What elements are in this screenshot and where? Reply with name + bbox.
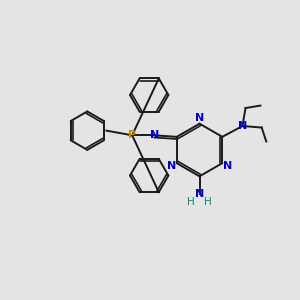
Text: P: P: [128, 130, 136, 140]
Text: N: N: [238, 121, 247, 131]
Text: N: N: [150, 130, 159, 140]
Text: H: H: [204, 197, 212, 207]
Text: N: N: [167, 160, 176, 171]
Text: N: N: [195, 113, 204, 123]
Text: H: H: [187, 197, 195, 207]
Text: N: N: [195, 189, 204, 199]
Text: N: N: [223, 160, 232, 171]
